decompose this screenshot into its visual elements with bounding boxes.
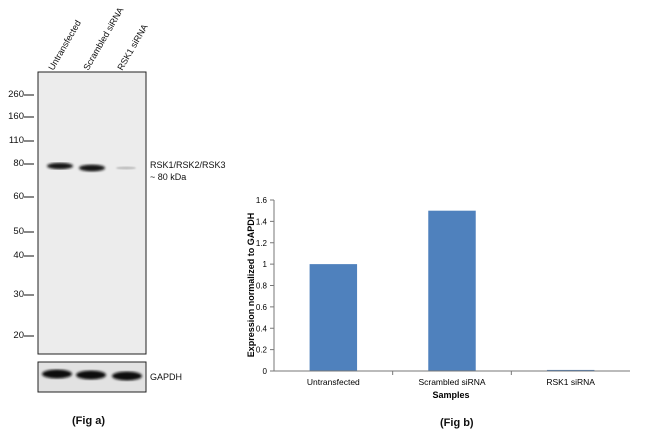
marker-80: 80 (13, 158, 24, 169)
y-tick-label: 0.6 (256, 303, 268, 312)
marker-50: 50 (13, 226, 24, 237)
x-tick-label: RSK1 siRNA (546, 377, 595, 387)
band-label-proteins: RSK1/RSK2/RSK3 (150, 160, 226, 170)
x-tick-label: Untransfected (307, 377, 360, 387)
y-tick-label: 0.8 (256, 282, 268, 291)
marker-30: 30 (13, 289, 24, 300)
bar-chart: 0 0.2 0.4 0.6 0.8 1 1.2 1.4 1.6 Untransfected Scr… (246, 196, 630, 400)
y-tick-label: 1.2 (256, 239, 268, 248)
x-axis-label: Samples (432, 390, 469, 400)
y-tick-label: 1.4 (256, 217, 268, 226)
fig-a-caption: (Fig a) (72, 415, 105, 427)
bar-untransfected (309, 264, 358, 371)
marker-160: 160 (8, 111, 24, 122)
band-label-size: ~ 80 kDa (150, 172, 187, 182)
marker-110: 110 (8, 135, 24, 146)
y-tick-label: 1 (263, 260, 268, 269)
bars (309, 210, 595, 371)
y-tick-label: 1.6 (256, 196, 268, 205)
y-tick-label: 0 (263, 367, 268, 376)
x-tick-label: Scrambled siRNA (418, 377, 485, 387)
marker-40: 40 (13, 250, 24, 261)
bar-rsk1-sirna (546, 369, 595, 371)
blot-image (24, 71, 147, 393)
marker-260: 260 (8, 89, 24, 100)
x-axis: Untransfected Scrambled siRNA RSK1 siRNA (274, 370, 630, 387)
gapdh-label: GAPDH (150, 372, 183, 382)
y-axis: 0 0.2 0.4 0.6 0.8 1 1.2 1.4 1.6 (256, 196, 275, 376)
y-tick-label: 0.4 (256, 324, 268, 333)
bar-scrambled-sirna (428, 210, 476, 371)
y-axis-label: Expression normalized to GAPDH (246, 213, 256, 358)
fig-b-caption: (Fig b) (440, 417, 474, 429)
marker-20: 20 (13, 330, 24, 341)
marker-60: 60 (13, 191, 24, 202)
y-tick-label: 0.2 (256, 346, 268, 355)
band-annotation: RSK1/RSK2/RSK3 ~ 80 kDa (150, 159, 226, 183)
